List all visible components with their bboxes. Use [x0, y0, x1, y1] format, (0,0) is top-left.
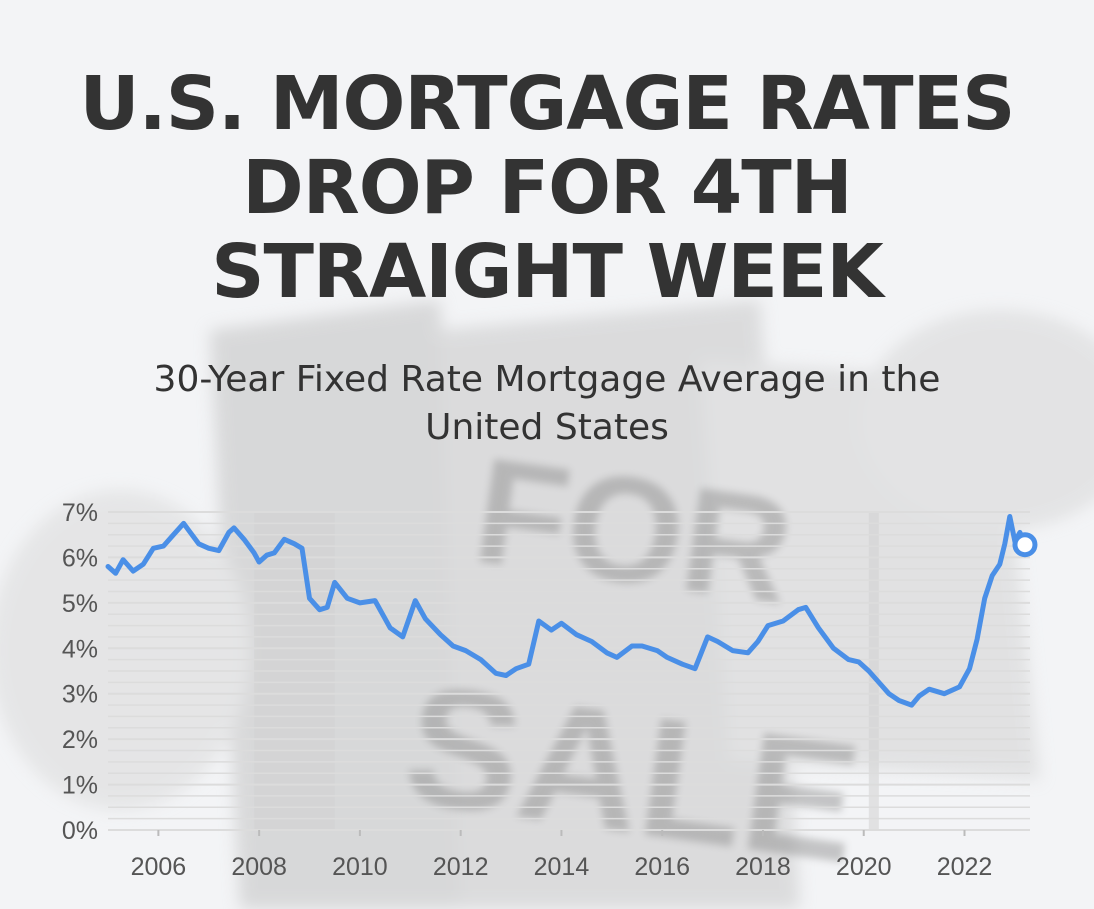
x-axis-ticks: 2006 2008 2010 2012 2014 2016 2018 2020 2022 [131, 830, 993, 881]
mortgage-rate-chart: 0% 1% 2% 3% 4% 5% 6% 7% 2006 2008 2010 2012 2014 201… [62, 499, 1038, 881]
gridlines [108, 511, 1030, 831]
x-tick-label: 2010 [332, 853, 388, 881]
x-tick-label: 2014 [534, 853, 590, 881]
title-line: STRAIGHT WEEK [211, 229, 884, 315]
subtitle-line: United States [425, 407, 669, 448]
x-tick-label: 2006 [131, 853, 187, 881]
title-line: U.S. MORTGAGE RATES [79, 61, 1016, 147]
y-tick-label: 6% [62, 544, 98, 572]
chart-subtitle: 30-Year Fixed Rate Mortgage Average in t… [0, 356, 1094, 452]
x-tick-label: 2012 [433, 853, 489, 881]
x-tick-label: 2016 [634, 853, 690, 881]
y-tick-label: 3% [62, 681, 98, 709]
x-tick-label: 2020 [836, 853, 892, 881]
x-tick-label: 2008 [231, 853, 287, 881]
x-tick-label: 2022 [937, 853, 993, 881]
series-group [105, 514, 1038, 708]
y-tick-label: 4% [62, 635, 98, 663]
y-tick-label: 7% [62, 499, 98, 527]
y-axis-ticks: 0% 1% 2% 3% 4% 5% 6% 7% [62, 499, 98, 845]
title-line: DROP FOR 4TH [242, 145, 852, 231]
x-tick-label: 2018 [735, 853, 791, 881]
series-line [105, 514, 1028, 708]
y-tick-label: 5% [62, 590, 98, 618]
main-title: U.S. MORTGAGE RATES DROP FOR 4TH STRAIGH… [0, 62, 1094, 314]
subtitle-line: 30-Year Fixed Rate Mortgage Average in t… [153, 359, 941, 400]
y-tick-label: 1% [62, 772, 98, 800]
y-tick-label: 0% [62, 817, 98, 845]
y-tick-label: 2% [62, 726, 98, 754]
last-point-marker [1012, 532, 1038, 558]
